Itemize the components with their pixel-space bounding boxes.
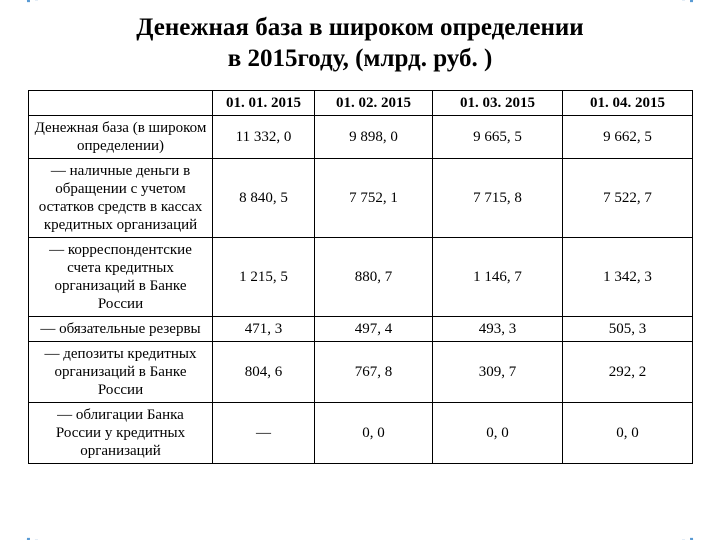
row-label: Денежная база (в широком определении) [29,116,213,159]
cell: 8 840, 5 [213,159,315,238]
cell: 493, 3 [433,317,563,342]
title-line-2: в 2015году, (млрд. руб. ) [228,45,493,72]
corner-ornament-bottom-left [0,485,55,540]
table-row: — облигации Банка России у кредитных орг… [29,403,693,464]
cell: 497, 4 [315,317,433,342]
title-line-1: Денежная база в широком определении [136,14,583,41]
cell: 7 715, 8 [433,159,563,238]
cell: 0, 0 [563,403,693,464]
header-col-1: 01. 01. 2015 [213,91,315,116]
table-header-row: 01. 01. 2015 01. 02. 2015 01. 03. 2015 0… [29,91,693,116]
row-label: — облигации Банка России у кредитных орг… [29,403,213,464]
slide-title: Денежная база в широком определении в 20… [0,12,720,75]
table-row: — наличные деньги в обращении с учетом о… [29,159,693,238]
row-label: — наличные деньги в обращении с учетом о… [29,159,213,238]
header-col-2: 01. 02. 2015 [315,91,433,116]
header-col-3: 01. 03. 2015 [433,91,563,116]
cell: 804, 6 [213,342,315,403]
cell: 9 665, 5 [433,116,563,159]
table-row: — корреспондентские счета кредитных орга… [29,238,693,317]
header-col-4: 01. 04. 2015 [563,91,693,116]
cell: 9 662, 5 [563,116,693,159]
cell: — [213,403,315,464]
corner-ornament-bottom-right [665,485,720,540]
header-empty [29,91,213,116]
cell: 11 332, 0 [213,116,315,159]
cell: 1 342, 3 [563,238,693,317]
cell: 292, 2 [563,342,693,403]
cell: 309, 7 [433,342,563,403]
cell: 767, 8 [315,342,433,403]
cell: 505, 3 [563,317,693,342]
cell: 0, 0 [315,403,433,464]
cell: 1 146, 7 [433,238,563,317]
data-table: 01. 01. 2015 01. 02. 2015 01. 03. 2015 0… [28,90,693,464]
cell: 7 752, 1 [315,159,433,238]
slide: Денежная база в широком определении в 20… [0,0,720,540]
cell: 1 215, 5 [213,238,315,317]
row-label: — депозиты кредитных организаций в Банке… [29,342,213,403]
cell: 7 522, 7 [563,159,693,238]
cell: 880, 7 [315,238,433,317]
cell: 471, 3 [213,317,315,342]
table-row: Денежная база (в широком определении) 11… [29,116,693,159]
row-label: — обязательные резервы [29,317,213,342]
row-label: — корреспондентские счета кредитных орга… [29,238,213,317]
cell: 0, 0 [433,403,563,464]
table-row: — обязательные резервы 471, 3 497, 4 493… [29,317,693,342]
table-row: — депозиты кредитных организаций в Банке… [29,342,693,403]
cell: 9 898, 0 [315,116,433,159]
